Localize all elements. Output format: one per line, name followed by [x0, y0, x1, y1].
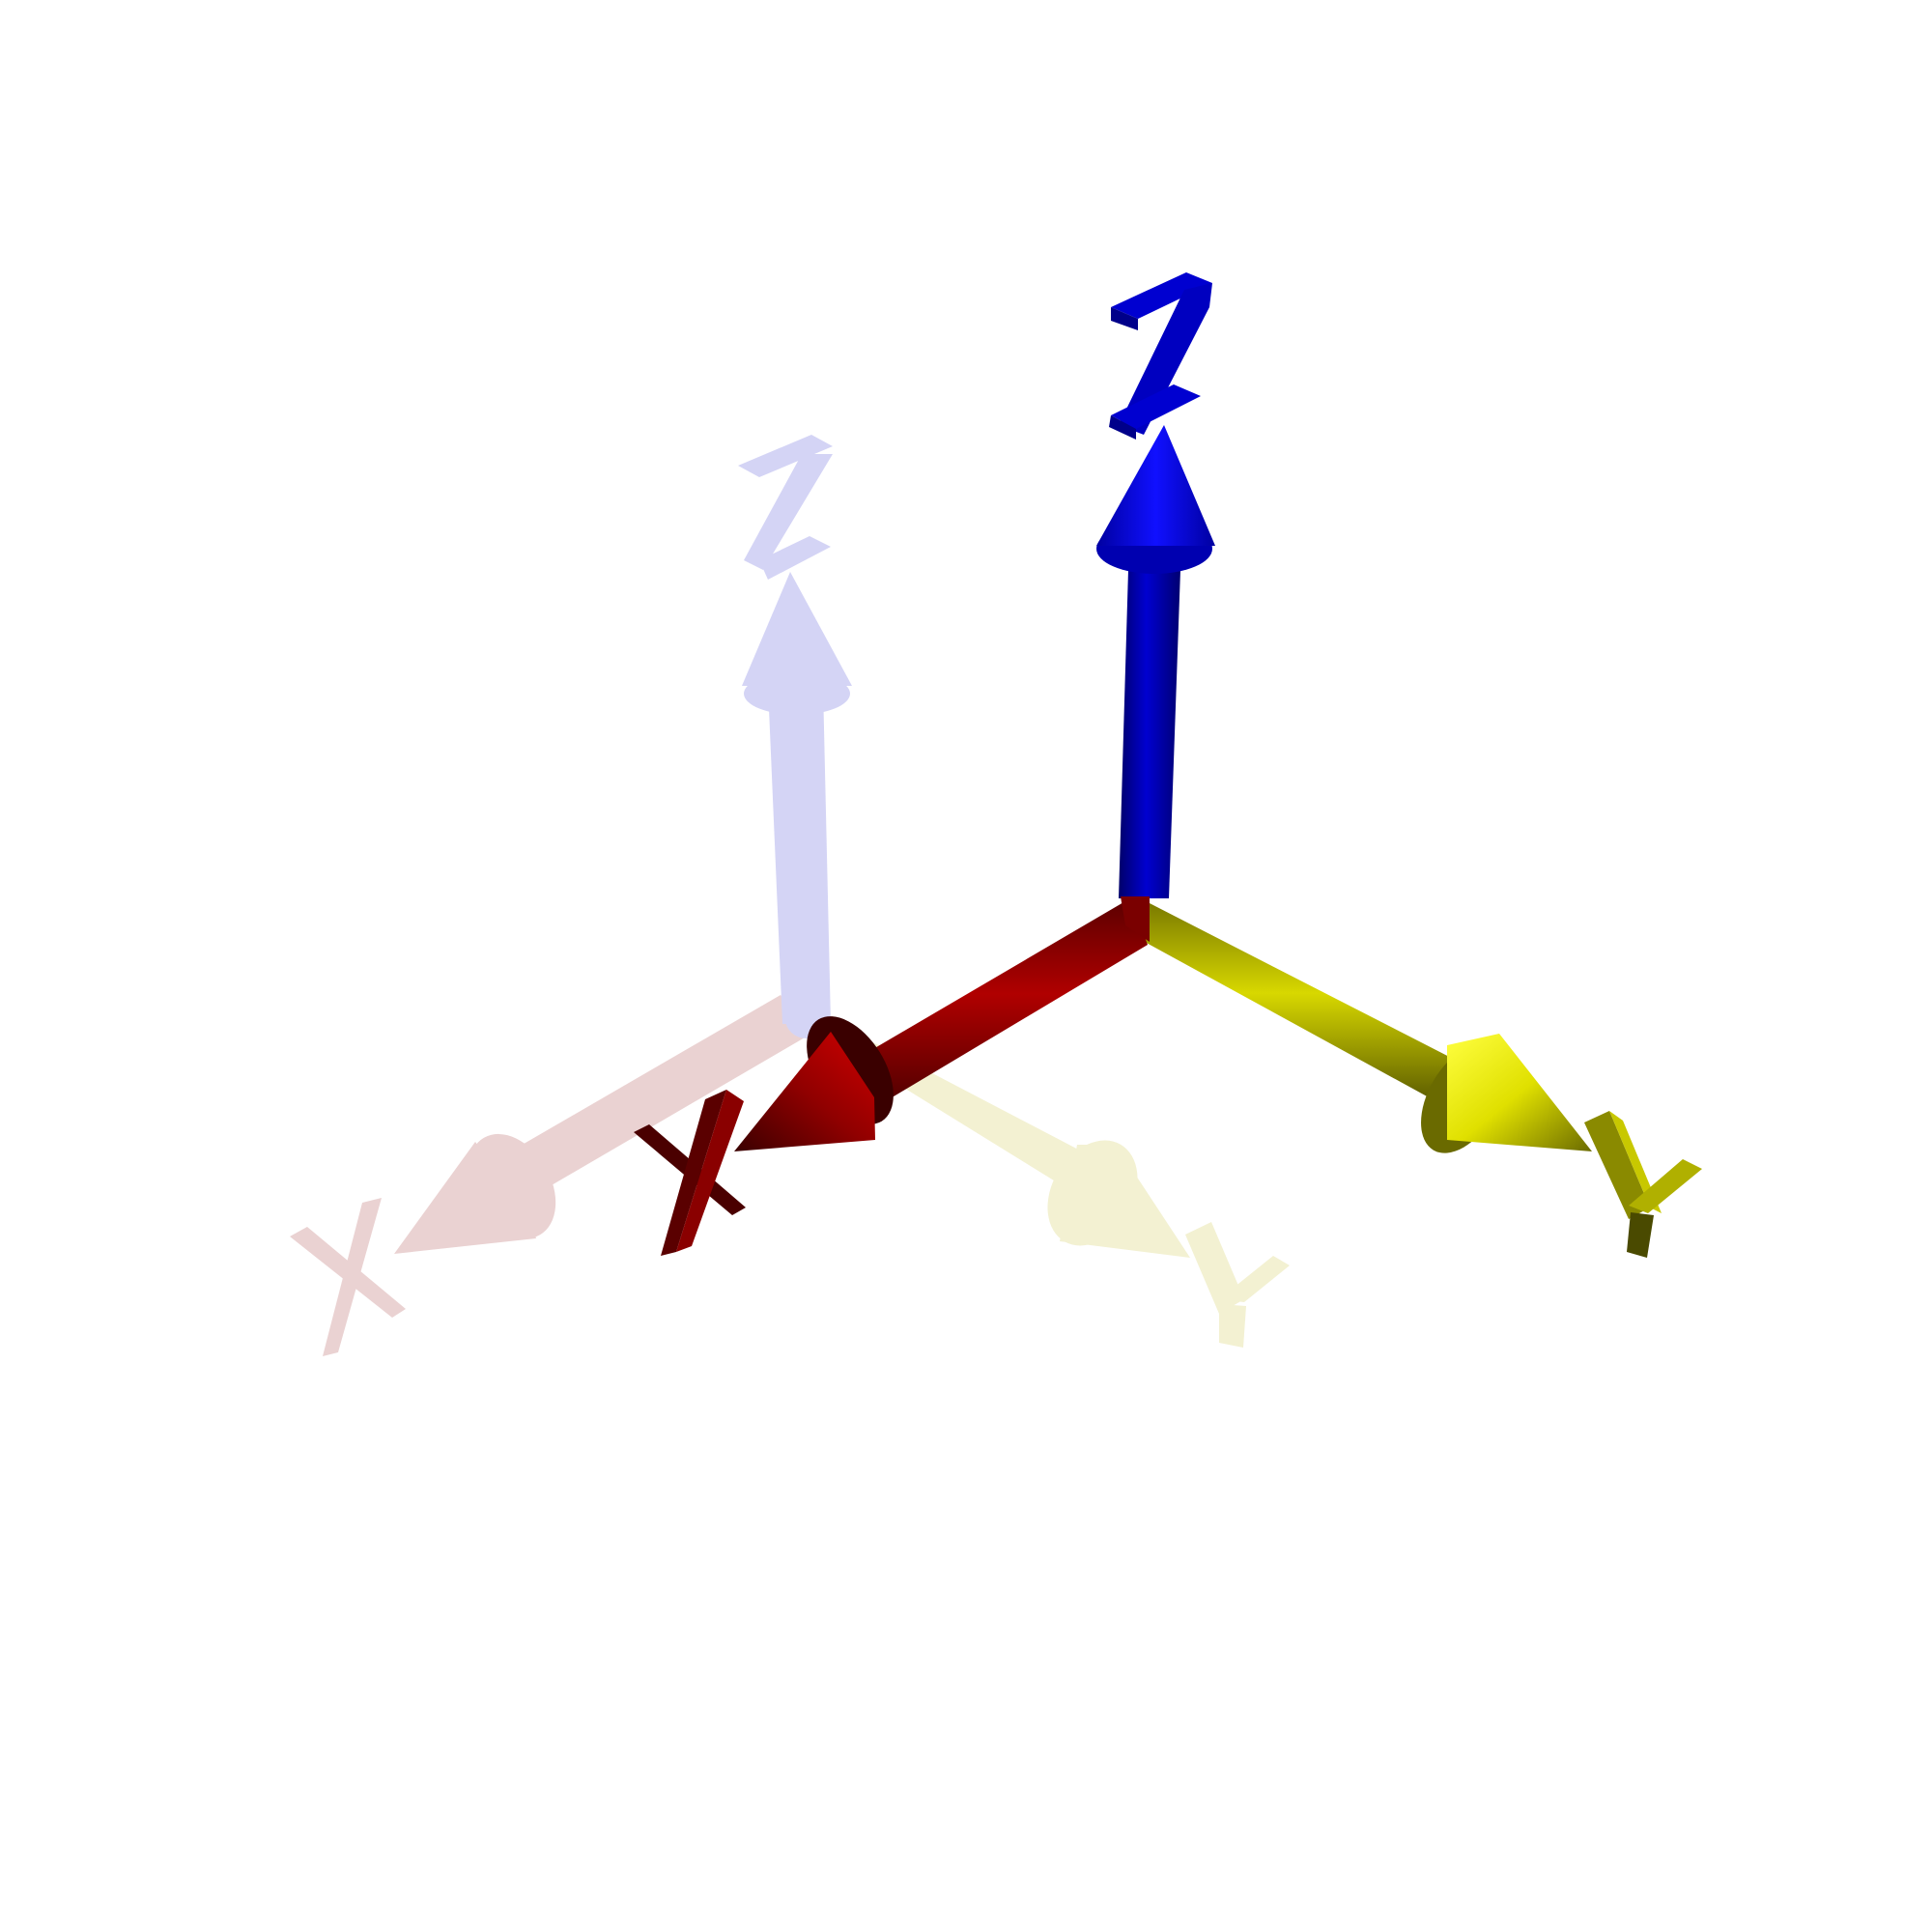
faded-z-label-glyph: [738, 435, 833, 580]
x-arrowhead: [734, 1032, 875, 1151]
z-arrowhead: [1096, 425, 1215, 546]
z-label-glyph: [1109, 272, 1212, 440]
z-axis: [1096, 272, 1215, 898]
faded-z-label: Z: [734, 410, 867, 623]
y-shaft: [1145, 903, 1461, 1103]
faded-x-cone-base: [468, 1133, 556, 1239]
faded-reference-frame: [290, 435, 1290, 1356]
faded-y-arrowhead: [1060, 1145, 1190, 1258]
faded-z-shaft: [768, 686, 831, 1024]
main-reference-frame: [634, 272, 1702, 1258]
z-label: Z: [1109, 270, 1242, 483]
x-shaft: [850, 898, 1148, 1111]
faded-x-label: X: [290, 1182, 432, 1396]
x-label-glyph: [634, 1090, 746, 1256]
x-label: X: [628, 1086, 770, 1299]
z-shaft: [1119, 570, 1180, 898]
faded-z-cone-base: [744, 672, 850, 715]
faded-y-label-glyph: [1185, 1222, 1290, 1348]
y-label: Y: [1582, 1086, 1719, 1299]
y-arrowhead: [1447, 1034, 1592, 1151]
x-axis: [634, 898, 1148, 1256]
faded-y-cone-base: [1047, 1140, 1138, 1246]
faded-y-label: Y: [1186, 1178, 1323, 1391]
faded-z-arrowhead: [742, 572, 852, 686]
y-axis: [1145, 903, 1702, 1258]
faded-x-axis: [290, 995, 811, 1356]
origin-joint: [1121, 896, 1150, 942]
faded-z-axis: [738, 435, 852, 1038]
faded-x-label-glyph: [290, 1198, 406, 1356]
faded-x-shaft: [489, 995, 811, 1203]
faded-x-arrowhead: [394, 1142, 536, 1254]
y-label-glyph: [1584, 1111, 1702, 1258]
